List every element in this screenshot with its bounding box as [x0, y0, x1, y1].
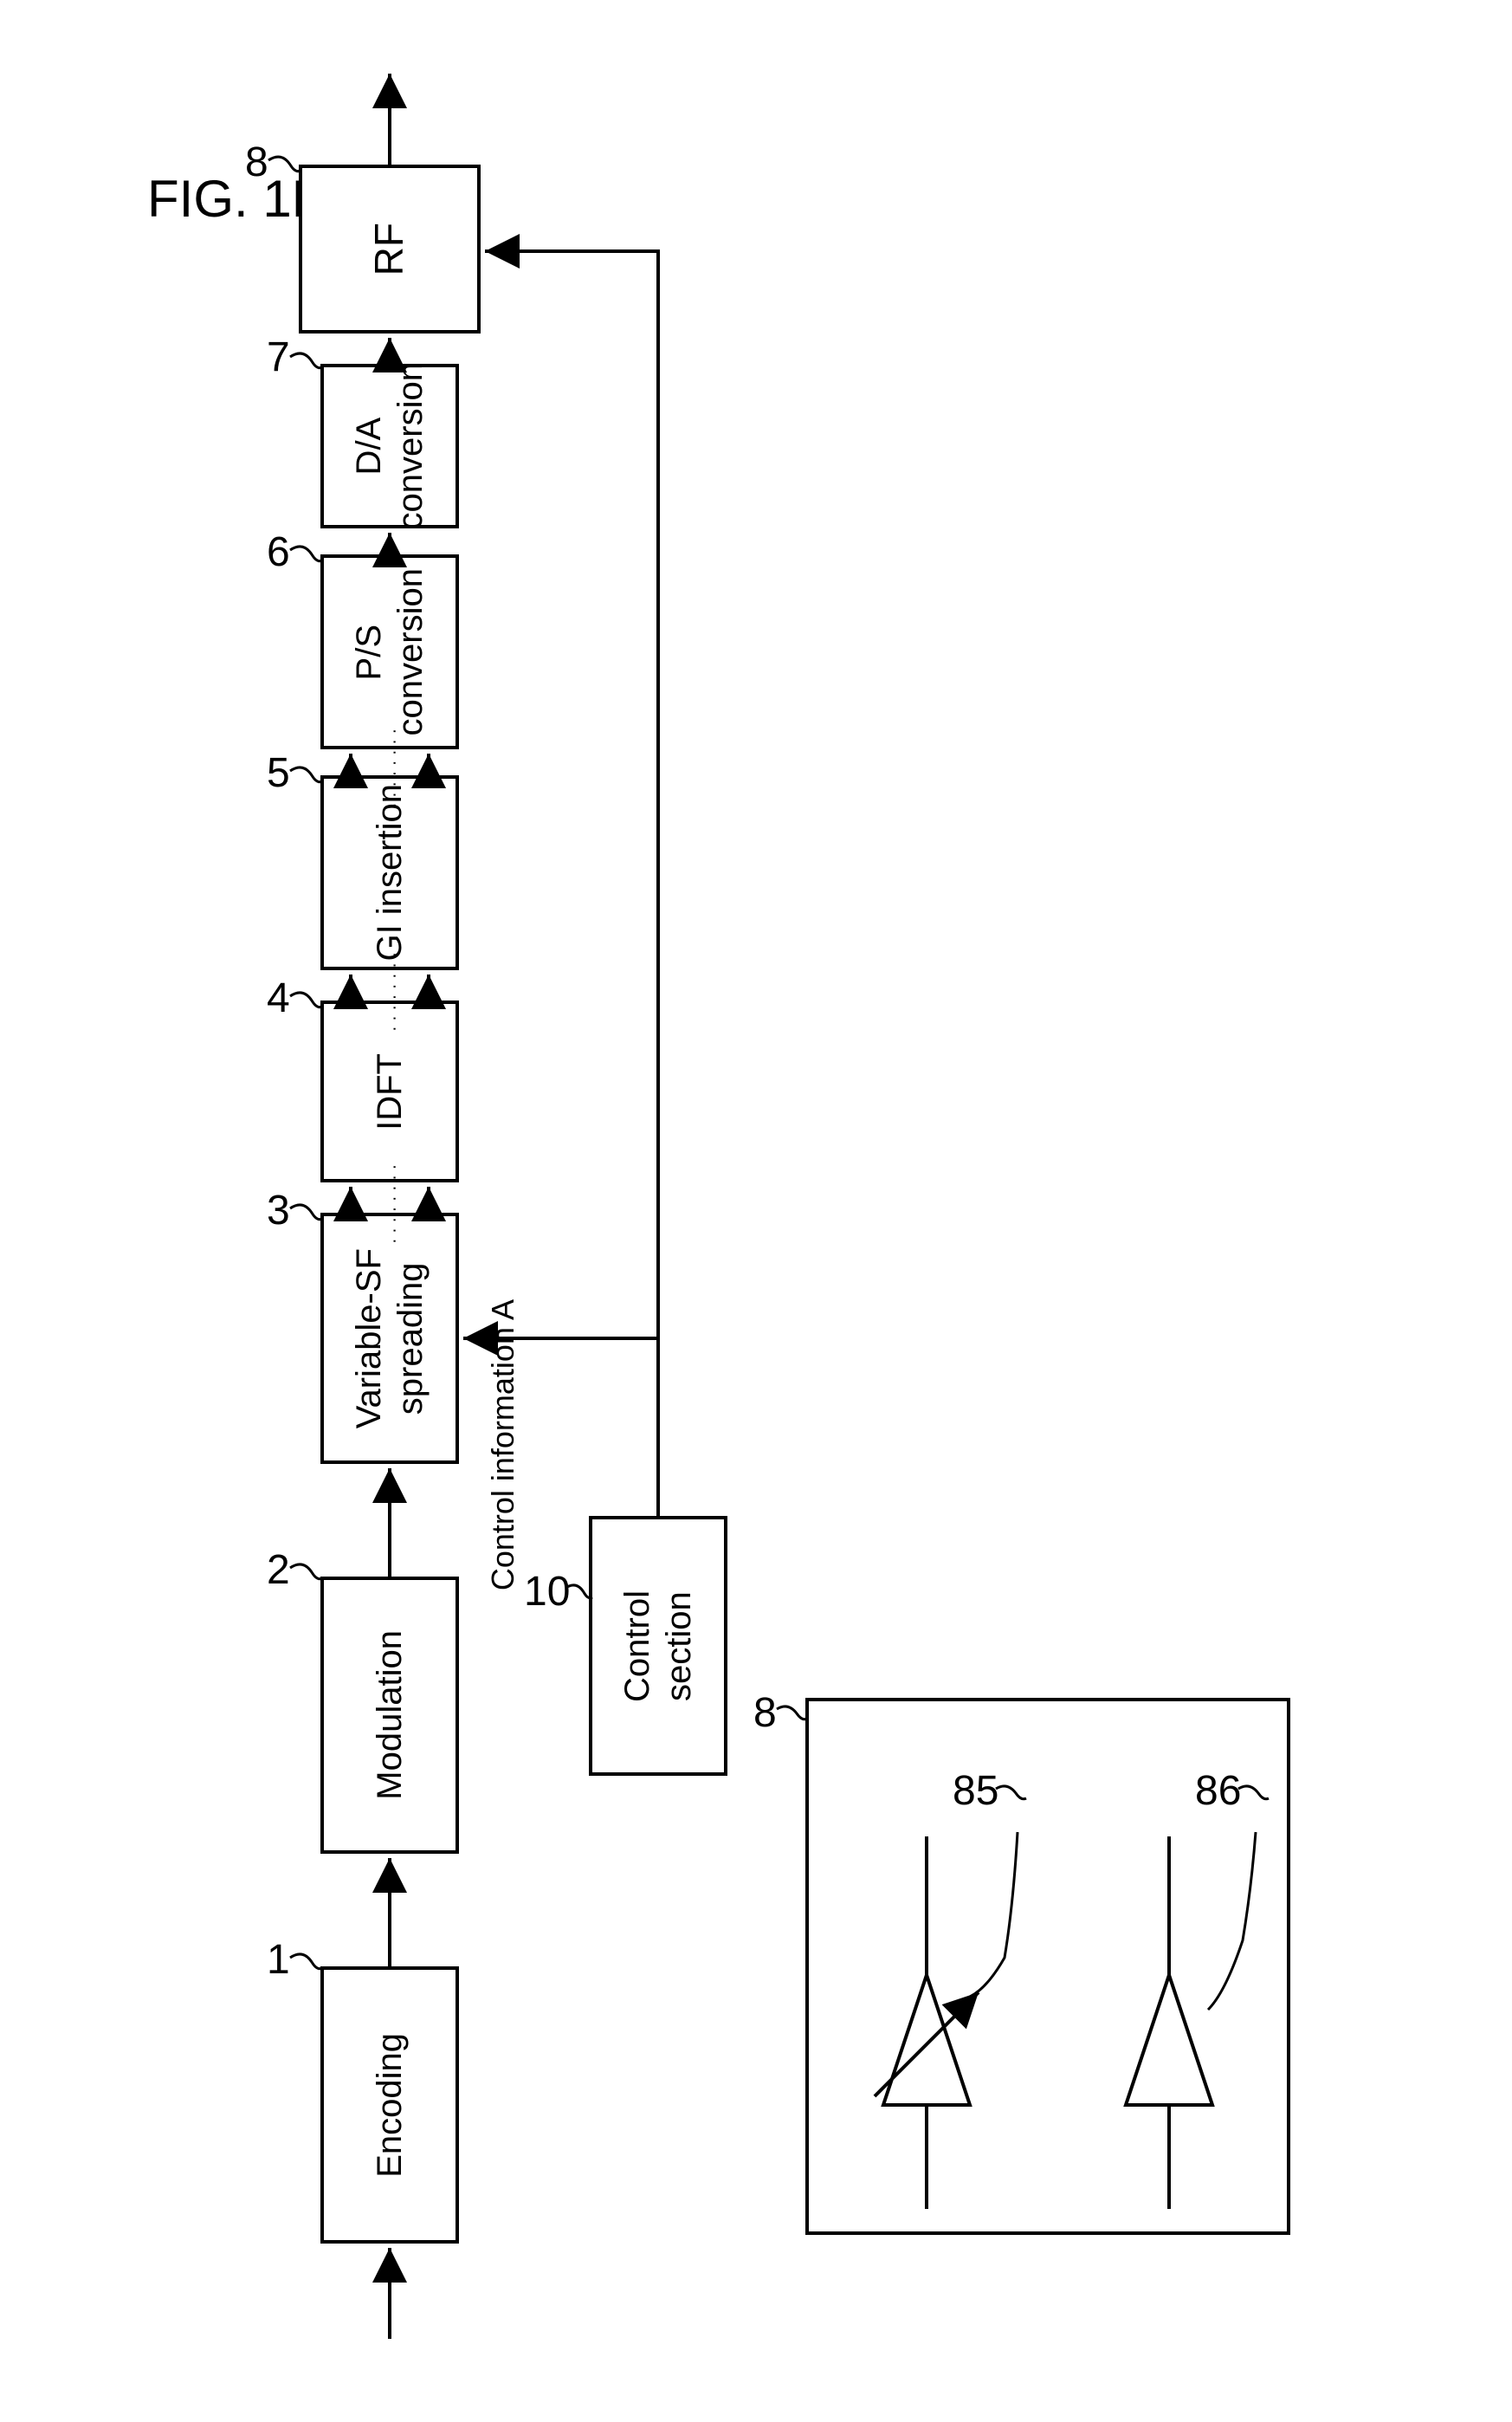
- gi-block: GI insertion: [320, 775, 459, 970]
- rf-block: RF: [299, 165, 481, 334]
- da-block: D/A conversion: [320, 364, 459, 528]
- ps-ref: 6: [267, 528, 290, 576]
- spreading-label: Variable-SF spreading: [348, 1248, 431, 1428]
- spreading-block: Variable-SF spreading: [320, 1213, 459, 1464]
- control-ref: 10: [524, 1568, 570, 1616]
- modulation-block: Modulation: [320, 1577, 459, 1854]
- gi-ref: 5: [267, 749, 290, 797]
- encoding-label: Encoding: [369, 2033, 410, 2178]
- modulation-label: Modulation: [369, 1630, 410, 1800]
- rf-detail-ref: 8: [753, 1689, 777, 1737]
- idft-ref: 4: [267, 975, 290, 1022]
- da-ref: 7: [267, 334, 290, 381]
- control-info-label: Control information A: [485, 1299, 521, 1590]
- idft-label: IDFT: [369, 1053, 410, 1130]
- idft-block: IDFT: [320, 1001, 459, 1182]
- modulation-ref: 2: [267, 1546, 290, 1594]
- amp1-ref: 85: [953, 1767, 998, 1815]
- ps-block: P/S conversion: [320, 554, 459, 749]
- amp2-ref: 86: [1195, 1767, 1241, 1815]
- ps-label: P/S conversion: [348, 568, 431, 735]
- da-label: D/A conversion: [348, 362, 431, 529]
- gi-label: GI insertion: [369, 784, 410, 962]
- rf-ref: 8: [245, 139, 268, 186]
- spreading-ref: 3: [267, 1187, 290, 1234]
- rf-label: RF: [365, 223, 413, 275]
- encoding-block: Encoding: [320, 1966, 459, 2244]
- control-block: Control section: [589, 1516, 727, 1776]
- encoding-ref: 1: [267, 1936, 290, 1984]
- control-label: Control section: [617, 1590, 700, 1702]
